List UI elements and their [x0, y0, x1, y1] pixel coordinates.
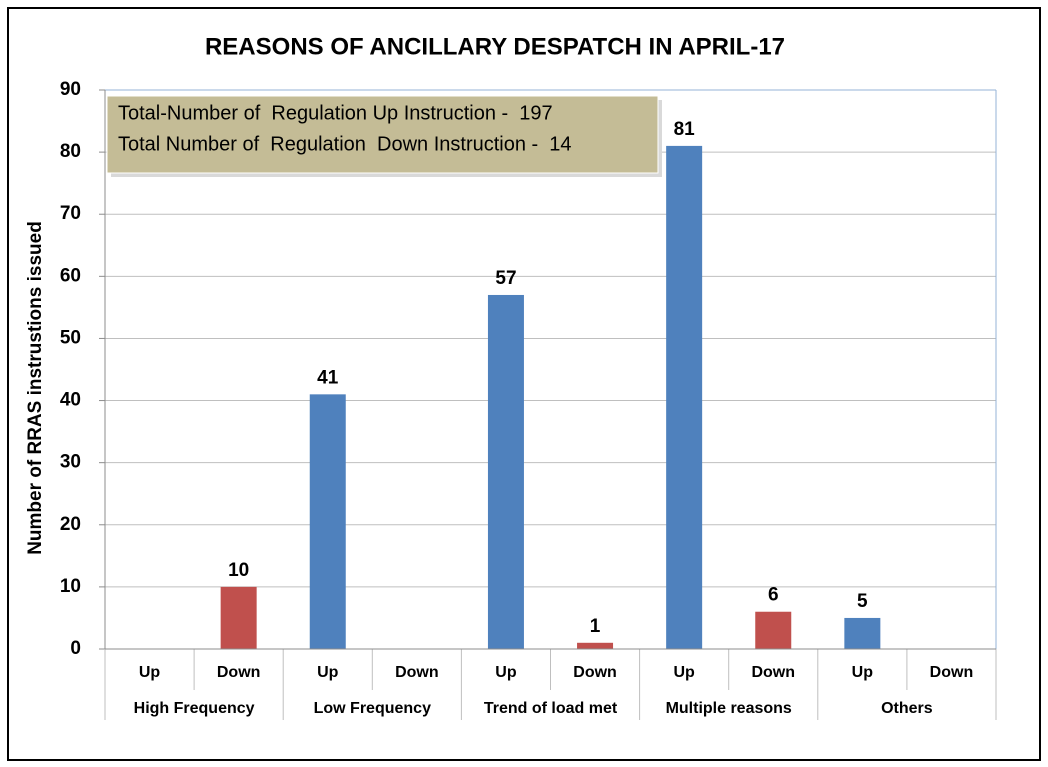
annotation-box [106, 95, 659, 174]
y-tick-label: 30 [60, 452, 81, 473]
group-label: Others [881, 700, 933, 717]
data-label: 1 [590, 616, 601, 637]
group-label: High Frequency [134, 700, 255, 717]
x-tick-label: Down [573, 664, 617, 681]
bar [844, 617, 881, 649]
y-tick-label: 70 [60, 203, 81, 224]
annotation-text: Total Number of Regulation Down Instruct… [118, 133, 572, 155]
bar [220, 586, 257, 649]
group-label: Trend of load met [484, 700, 618, 717]
chart-title: REASONS OF ANCILLARY DESPATCH IN APRIL-1… [205, 33, 785, 60]
x-tick-label: Down [751, 664, 795, 681]
group-label: Multiple reasons [666, 700, 792, 717]
x-tick-label: Down [217, 664, 261, 681]
bar [666, 145, 703, 649]
data-label: 10 [228, 560, 249, 581]
x-tick-label: Up [139, 664, 161, 681]
y-tick-label: 40 [60, 390, 81, 411]
annotation-text: Total-Number of Regulation Up Instructio… [118, 102, 553, 124]
x-tick-label: Up [852, 664, 874, 681]
x-tick-label: Up [317, 664, 339, 681]
y-tick-label: 90 [60, 79, 81, 100]
data-label: 81 [674, 119, 696, 140]
data-label: 41 [317, 367, 339, 388]
x-tick-label: Down [395, 664, 439, 681]
bar [487, 294, 524, 649]
data-label: 57 [495, 268, 516, 289]
y-axis-label: Number of RRAS instrustions issued [25, 221, 46, 555]
data-label: 6 [768, 585, 779, 606]
x-tick-label: Up [673, 664, 695, 681]
y-tick-label: 50 [60, 327, 81, 348]
y-tick-label: 0 [70, 638, 81, 659]
y-tick-label: 20 [60, 514, 81, 535]
group-label: Low Frequency [314, 700, 431, 717]
data-label: 5 [857, 591, 868, 612]
bar [309, 394, 346, 649]
x-tick-label: Down [930, 664, 974, 681]
outer-border [7, 7, 1041, 761]
y-tick-label: 80 [60, 141, 81, 162]
y-tick-label: 10 [60, 576, 81, 597]
x-tick-label: Up [495, 664, 517, 681]
bar [755, 611, 792, 649]
bar [577, 642, 614, 649]
y-tick-label: 60 [60, 265, 81, 286]
